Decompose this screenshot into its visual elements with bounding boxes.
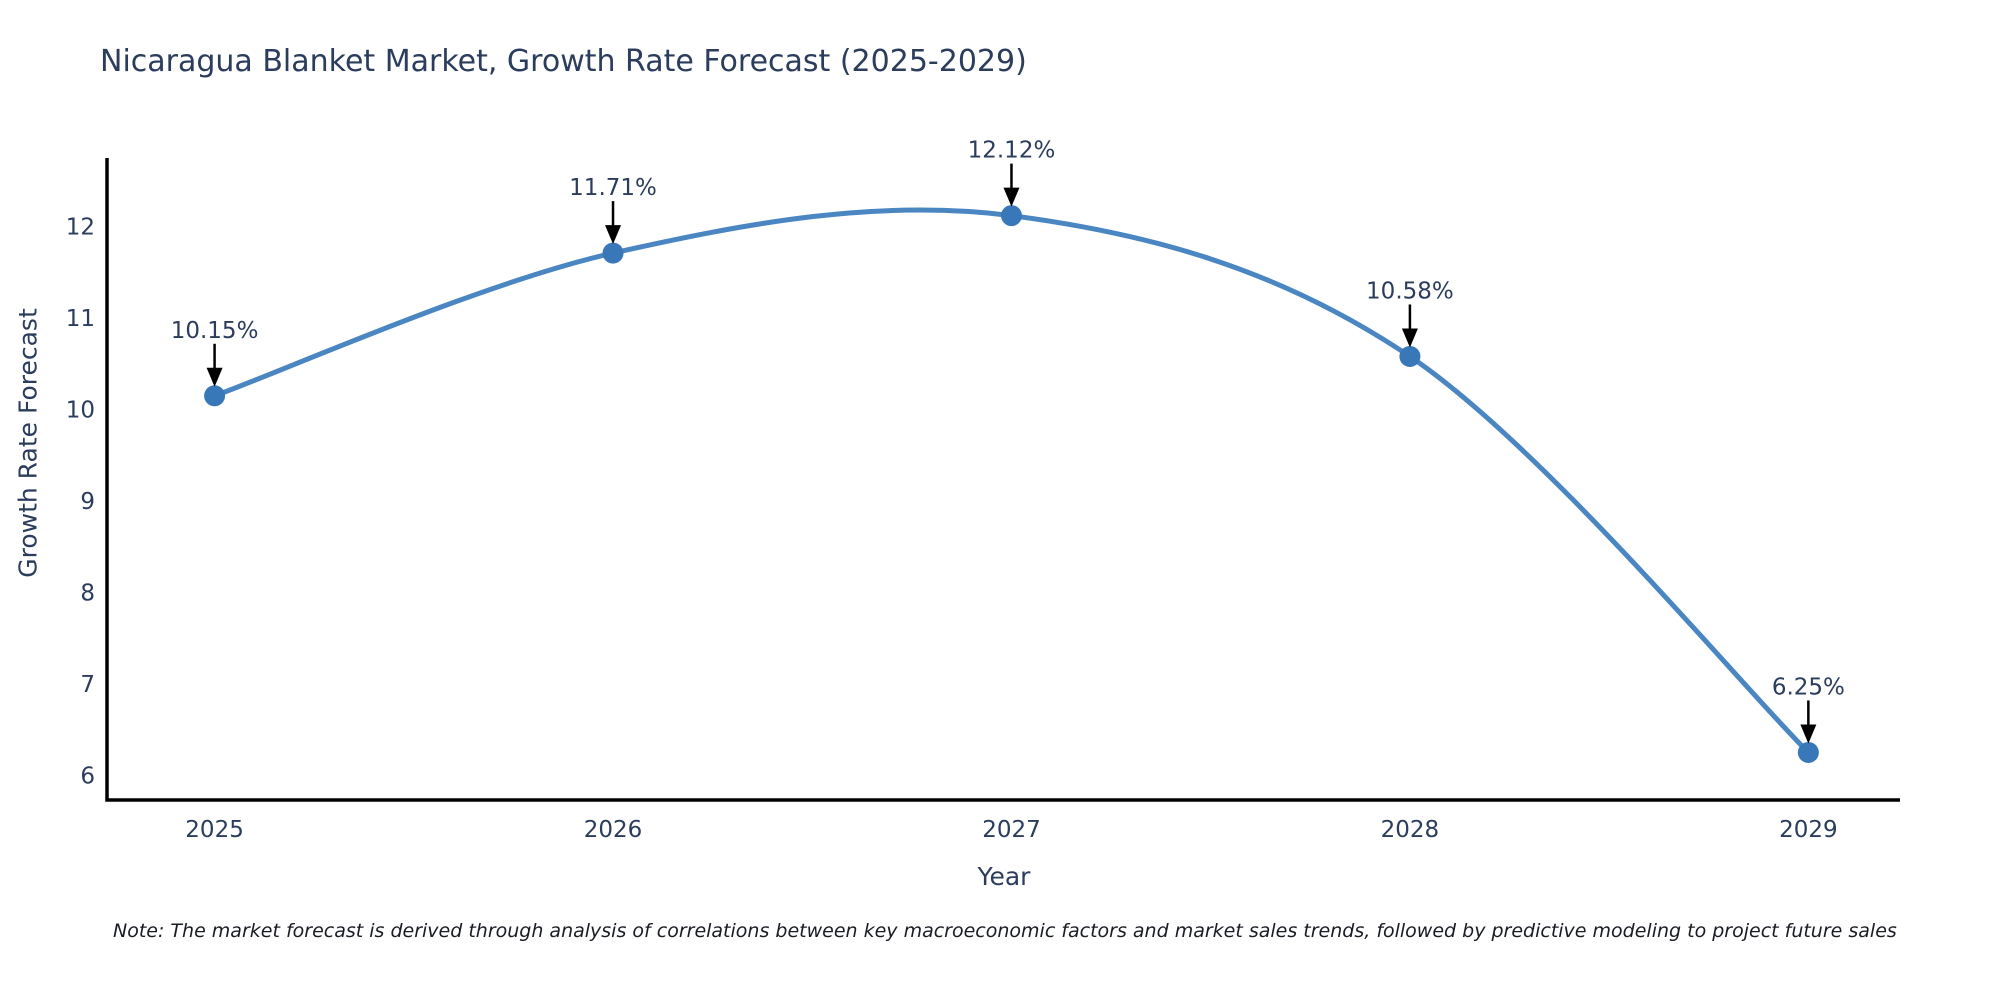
data-point-marker [1399, 345, 1421, 367]
annotation-arrow-head [1003, 187, 1020, 207]
x-tick-label: 2028 [1381, 817, 1440, 843]
forecast-line [212, 207, 1811, 755]
data-point-marker [602, 242, 624, 264]
data-point-marker [1000, 205, 1022, 227]
data-point-label: 10.58% [1366, 278, 1454, 304]
y-tick-label: 11 [66, 306, 95, 332]
data-point-label: 10.15% [171, 318, 259, 344]
axis-spines [105, 158, 1900, 802]
x-tick-label: 2025 [185, 817, 244, 843]
y-tick-label: 9 [80, 489, 95, 515]
annotation-arrow-head [1401, 328, 1418, 348]
y-tick-label: 7 [80, 672, 95, 698]
x-tick-label: 2027 [982, 817, 1041, 843]
chart-footnote: Note: The market forecast is derived thr… [113, 920, 1897, 942]
y-tick-label: 12 [66, 215, 95, 241]
x-tick-label: 2026 [584, 817, 643, 843]
y-tick-label: 8 [80, 580, 95, 606]
y-tick-label: 6 [80, 763, 95, 789]
data-point-label: 11.71% [569, 175, 657, 201]
x-tick-label: 2029 [1779, 817, 1838, 843]
data-point-marker [1797, 741, 1819, 763]
annotation-arrow-head [1800, 724, 1817, 744]
chart-title: Nicaragua Blanket Market, Growth Rate Fo… [100, 44, 1027, 79]
annotation-arrow-head [605, 225, 622, 245]
y-tick-label: 10 [66, 397, 95, 423]
data-point-label: 12.12% [968, 138, 1056, 164]
annotation-arrow-head [206, 367, 223, 387]
data-point-marker [204, 385, 226, 407]
data-point-label: 6.25% [1772, 674, 1845, 700]
x-axis-label: Year [977, 862, 1031, 891]
